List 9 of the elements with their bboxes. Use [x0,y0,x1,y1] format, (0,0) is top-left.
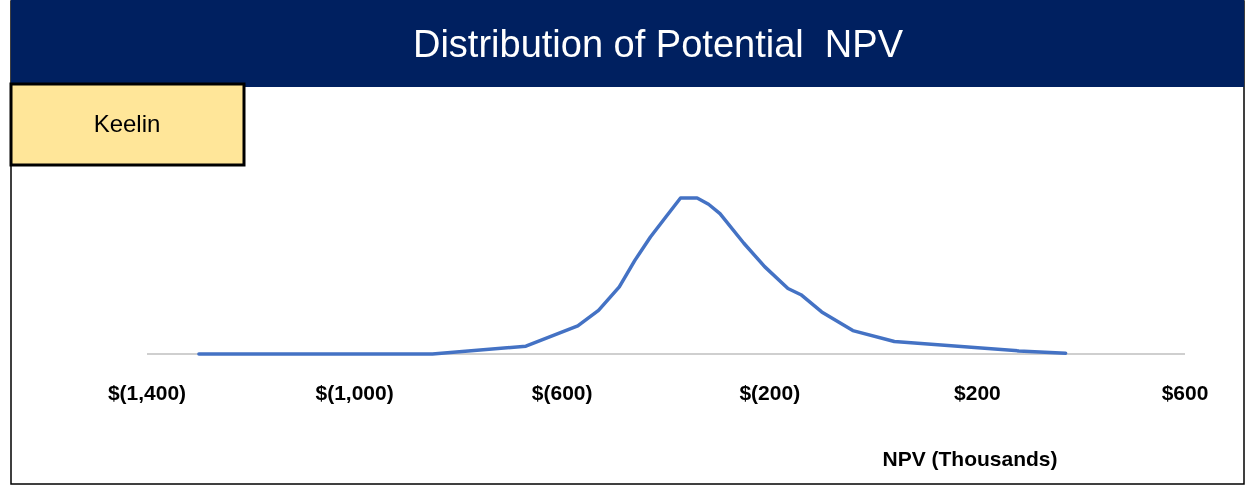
x-tick-label: $(200) [739,381,801,404]
x-tick-label: $600 [1161,381,1209,404]
x-axis-title: NPV (Thousands) [882,447,1058,470]
x-tick-label: $(1,400) [107,381,187,404]
chart-title: Distribution of Potential NPV [412,23,904,65]
x-tick-label: $(600) [531,381,593,404]
x-tick-label: $200 [954,381,1001,404]
text: Keelin [93,110,161,137]
x-tick-label: $(1,000) [315,381,394,404]
